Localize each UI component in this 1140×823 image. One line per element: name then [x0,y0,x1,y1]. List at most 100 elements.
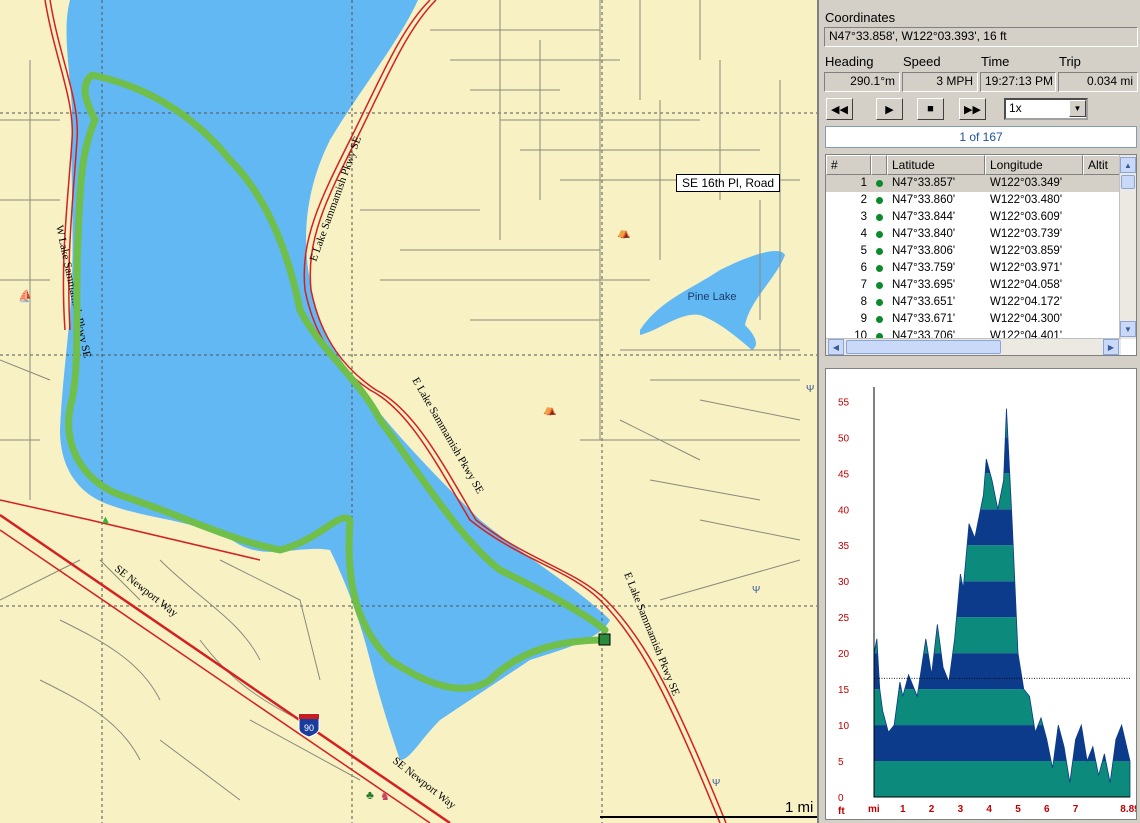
rewind-icon: ◀◀ [831,103,848,116]
elevation-band [874,581,1130,618]
col-altitude[interactable]: Altit [1083,155,1121,175]
point-number: 8 [860,296,867,308]
x-tick-label: 3 [958,804,964,815]
play-icon: ▶ [885,103,894,116]
waypoint-dot-icon [871,209,887,226]
col-icon[interactable] [871,155,887,175]
playback-rate-value: 1x [1009,101,1022,115]
track-points-list[interactable]: # Latitude Longitude Altit 1 N47°33.857' W… [825,154,1137,356]
list-item[interactable]: 1 N47°33.857' W122°03.349' [826,175,1121,192]
point-altitude [1083,311,1121,328]
y-tick-label: 20 [838,649,850,660]
y-tick-label: 5 [838,757,844,768]
point-number: 9 [860,313,867,325]
stop-button[interactable]: ■ [917,98,944,120]
park-icon: ⛺ [617,227,631,239]
playback-rate-select[interactable]: 1x ▼ [1004,98,1088,120]
heading-label: Heading [825,54,874,69]
point-altitude [1083,209,1121,226]
list-item[interactable]: 2 N47°33.860' W122°03.480' [826,192,1121,209]
point-number: 1 [860,177,867,189]
scroll-down-icon[interactable]: ▼ [1120,321,1136,337]
grid [0,0,817,823]
point-latitude: N47°33.860' [892,194,956,206]
waypoint-dot-icon [871,260,887,277]
point-latitude: N47°33.651' [892,296,956,308]
trip-label: Trip [1059,54,1081,69]
horizontal-scrollbar[interactable]: ◀ ▶ [826,338,1121,355]
point-counter: 1 of 167 [825,126,1137,148]
time-label: Time [981,54,1010,69]
elevation-band [874,369,1130,401]
map-view[interactable]: 90 E Lake Sammamish Pkwy SE E Lake Samma… [0,0,817,823]
col-longitude[interactable]: Longitude [985,155,1083,175]
roads [0,0,727,823]
y-tick-label: 50 [838,433,850,444]
x-tick-label: 2 [929,804,935,815]
point-altitude [1083,226,1121,243]
y-tick-label: 55 [838,397,850,408]
campground-icon: ▲ [100,514,111,526]
waypoint-dot-icon [871,294,887,311]
scroll-left-icon[interactable]: ◀ [828,339,844,355]
fast-forward-button[interactable]: ▶▶ [959,98,986,120]
scroll-right-icon[interactable]: ▶ [1103,339,1119,355]
vertical-scrollbar[interactable]: ▲ ▼ [1119,155,1136,339]
park-icon: ⛺ [543,404,557,416]
point-longitude: W122°04.300' [990,313,1063,325]
point-longitude: W122°04.058' [990,279,1063,291]
x-tick-label: 6 [1044,804,1050,815]
list-item[interactable]: 6 N47°33.759' W122°03.971' [826,260,1121,277]
chevron-down-icon[interactable]: ▼ [1069,100,1086,117]
point-number: 4 [860,228,867,240]
fork-knife-icon: Ψ [752,585,760,596]
point-altitude [1083,175,1121,192]
list-item[interactable]: 3 N47°33.844' W122°03.609' [826,209,1121,226]
scale-bar: 1 mi [600,799,817,818]
elevation-band [874,725,1130,762]
list-item[interactable]: 5 N47°33.806' W122°03.859' [826,243,1121,260]
y-tick-label: 45 [838,469,850,480]
elevation-area [873,408,1131,798]
coordinates-value: N47°33.858', W122°03.393', 16 ft [824,27,1138,47]
elevation-band [874,617,1130,654]
elevation-band [874,437,1130,474]
scroll-thumb[interactable] [1121,175,1135,189]
col-latitude[interactable]: Latitude [887,155,985,175]
point-longitude: W122°03.859' [990,245,1063,257]
point-longitude: W122°03.609' [990,211,1063,223]
y-tick-label: 25 [838,613,850,624]
point-longitude: W122°03.349' [990,177,1063,189]
list-item[interactable]: 4 N47°33.840' W122°03.739' [826,226,1121,243]
waypoint-dot-icon [871,311,887,328]
point-number: 3 [860,211,867,223]
elevation-band [874,408,1130,438]
scroll-up-icon[interactable]: ▲ [1120,157,1136,173]
road-label-e3: E Lake Sammamish Pkwy SE [621,571,682,698]
point-altitude [1083,294,1121,311]
list-item[interactable]: 8 N47°33.651' W122°04.172' [826,294,1121,311]
point-latitude: N47°33.840' [892,228,956,240]
scroll-thumb[interactable] [846,340,1001,354]
map-canvas[interactable]: 90 E Lake Sammamish Pkwy SE E Lake Samma… [0,0,817,823]
point-latitude: N47°33.759' [892,262,956,274]
x-tick-label: 4 [986,804,992,815]
pine-lake [640,250,785,350]
map-tooltip: SE 16th Pl, Road [676,174,781,192]
y-tick-label: 35 [838,541,850,552]
elevation-band [874,545,1130,582]
col-number[interactable]: # [826,155,871,175]
track-panel: Coordinates N47°33.858', W122°03.393', 1… [817,0,1140,823]
waypoint-dot-icon [871,328,887,345]
list-item[interactable]: 7 N47°33.695' W122°04.058' [826,277,1121,294]
play-button[interactable]: ▶ [876,98,903,120]
x-axis-unit: mi [868,804,880,815]
heading-value: 290.1°m [824,72,900,92]
rewind-button[interactable]: ◀◀ [826,98,853,120]
point-altitude [1083,277,1121,294]
elevation-band [874,761,1130,797]
track-position-marker[interactable] [598,633,611,646]
list-item[interactable]: 9 N47°33.671' W122°04.300' [826,311,1121,328]
